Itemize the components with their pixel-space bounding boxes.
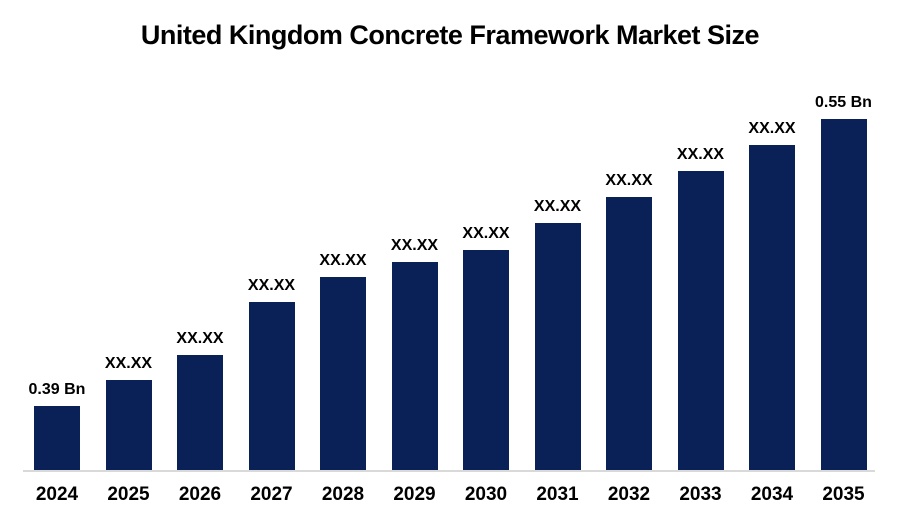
bar-2032 bbox=[606, 197, 652, 470]
bar-2024 bbox=[34, 406, 80, 470]
bar-value-label-2028: XX.XX bbox=[319, 252, 367, 269]
bar-2030 bbox=[463, 250, 509, 470]
bar-value-label-2029: XX.XX bbox=[390, 237, 439, 254]
bar-value-label-2035: 0.55 Bn bbox=[815, 94, 872, 111]
bar-value-label-2031: XX.XX bbox=[533, 198, 582, 215]
x-axis-label-2025: 2025 bbox=[107, 484, 150, 505]
bar-2029 bbox=[391, 262, 438, 470]
bar-value-label-2033: XX.XX bbox=[676, 146, 725, 163]
x-axis-label-2029: 2029 bbox=[393, 484, 436, 505]
x-axis-label-2033: 2033 bbox=[679, 484, 722, 505]
bar-2033 bbox=[677, 171, 724, 470]
x-axis-label-2032: 2032 bbox=[607, 484, 651, 505]
x-axis-line bbox=[23, 470, 875, 472]
bar-2025 bbox=[105, 380, 152, 470]
x-axis-label-2027: 2027 bbox=[250, 484, 293, 505]
bar-value-label-2025: XX.XX bbox=[104, 355, 153, 372]
bar-2026 bbox=[177, 355, 223, 470]
bar-2028 bbox=[320, 277, 366, 470]
x-axis-label-2031: 2031 bbox=[536, 484, 579, 505]
x-axis-label-2024: 2024 bbox=[35, 484, 79, 505]
bar-value-label-2030: XX.XX bbox=[462, 225, 510, 242]
x-axis-label-2035: 2035 bbox=[822, 484, 865, 505]
bar-value-label-2024: 0.39 Bn bbox=[28, 381, 86, 398]
x-axis-label-2030: 2030 bbox=[464, 484, 508, 505]
bar-2035 bbox=[820, 119, 867, 470]
bar-value-label-2034: XX.XX bbox=[748, 120, 796, 137]
bar-value-label-2026: XX.XX bbox=[176, 330, 224, 347]
x-axis-label-2034: 2034 bbox=[750, 484, 794, 505]
bar-2031 bbox=[534, 223, 581, 470]
x-axis-label-2028: 2028 bbox=[321, 484, 365, 505]
bar-2034 bbox=[749, 145, 795, 470]
bar-value-label-2032: XX.XX bbox=[605, 172, 653, 189]
chart-title: United Kingdom Concrete Framework Market… bbox=[140, 20, 760, 50]
bar-2027 bbox=[248, 302, 295, 470]
bar-value-label-2027: XX.XX bbox=[247, 277, 296, 294]
x-axis-label-2026: 2026 bbox=[178, 484, 222, 505]
